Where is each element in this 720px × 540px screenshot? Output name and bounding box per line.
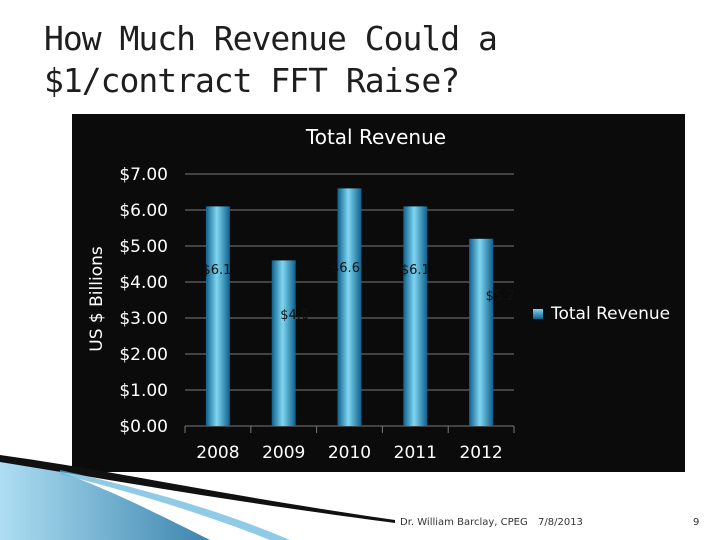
chart-title: Total Revenue — [305, 125, 446, 149]
x-tick-label: 2008 — [196, 443, 239, 463]
y-tick-label: $7.00 — [119, 165, 168, 185]
bar-2010 — [337, 188, 362, 426]
data-label: $4.6 — [280, 308, 309, 323]
bar-2012 — [469, 238, 494, 426]
y-tick-label: $1.00 — [119, 381, 168, 401]
y-axis-title: US $ Billions — [87, 246, 107, 352]
bar-2008 — [205, 206, 230, 426]
bar-2009 — [271, 260, 296, 426]
data-label: $6.1 — [401, 263, 430, 278]
data-label: $5.2 — [486, 289, 515, 304]
y-tick-label: $2.00 — [119, 345, 168, 365]
data-label: $6.1 — [202, 263, 231, 278]
data-label: $6.6 — [331, 261, 360, 276]
x-tick-label: 2012 — [459, 443, 502, 463]
y-tick-label: $5.00 — [119, 237, 168, 257]
y-tick-label: $6.00 — [119, 201, 168, 221]
slide-title: How Much Revenue Could a $1/contract FFT… — [44, 19, 498, 100]
corner-swoosh-light — [60, 470, 290, 540]
bar-2011 — [403, 206, 428, 426]
y-tick-label: $0.00 — [119, 417, 168, 437]
legend-swatch — [533, 309, 543, 319]
revenue-bar-chart: Total Revenue US $ Billions $0.00 $1.00 $2… — [87, 125, 670, 463]
corner-swoosh-dark — [0, 455, 395, 523]
x-tick-label: 2011 — [394, 443, 437, 463]
y-tick-label: $4.00 — [119, 273, 168, 293]
chart-panel: Total Revenue US $ Billions $0.00 $1.00 $2… — [72, 114, 685, 472]
footer-author: Dr. William Barclay, CPEG — [400, 517, 528, 528]
y-tick-label: $3.00 — [119, 309, 168, 329]
legend-label: Total Revenue — [550, 304, 670, 324]
x-tick-label: 2009 — [262, 443, 305, 463]
footer-page-number: 9 — [693, 517, 700, 528]
x-tick-label: 2010 — [328, 443, 371, 463]
footer-date: 7/8/2013 — [538, 517, 583, 528]
corner-swoosh-blue — [0, 455, 210, 540]
